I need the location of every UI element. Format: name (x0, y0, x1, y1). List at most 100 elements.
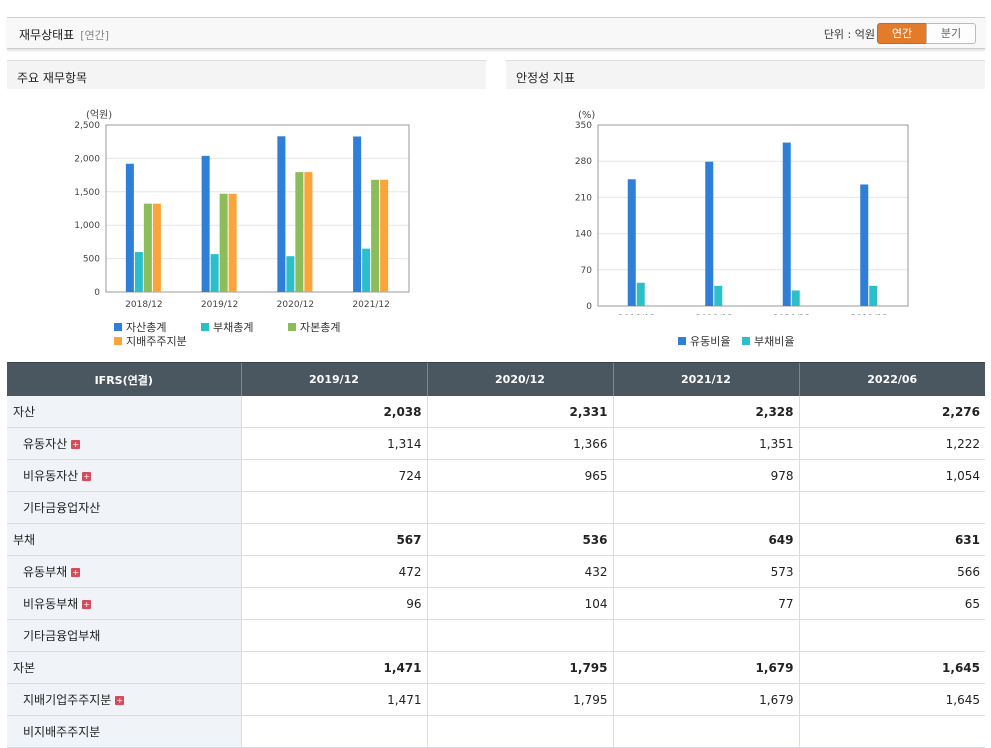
table-cell: 2,276 (798, 396, 985, 428)
section-title: 재무상태표 [연간] (19, 26, 109, 43)
row-label-text: 비유동자산 (23, 469, 79, 483)
table-cell (798, 491, 985, 524)
table-cell: 2,331 (426, 396, 613, 428)
x-tick-label: 2019/12 (201, 300, 238, 310)
table-cell: 1,222 (798, 427, 985, 460)
y-tick-label: 0 (94, 288, 100, 298)
y-axis-label: (억원) (86, 109, 112, 121)
table-cell (798, 715, 985, 748)
table-row: 부채 567 536 649 631 (7, 523, 985, 556)
legend-item[interactable]: 지배주주지분 (114, 333, 187, 349)
table-row: 지배기업주주지분 +1,471 1,795 1,679 1,645 (7, 683, 985, 716)
row-label[interactable]: 유동부채 + (7, 555, 241, 588)
bar (627, 179, 636, 306)
table-row: 기타금융업자산 (7, 491, 985, 524)
plus-icon[interactable]: + (71, 440, 81, 449)
stability-panel-header: 안정성 지표 (506, 60, 985, 89)
row-label-text: 비유동부채 (23, 597, 79, 611)
legend-label: 자본총계 (300, 321, 341, 334)
plus-icon[interactable]: + (82, 472, 92, 481)
table-cell: 104 (426, 587, 613, 620)
row-label[interactable]: 비유동부채 + (7, 587, 241, 620)
legend-item[interactable]: 자본총계 (288, 319, 340, 335)
table-row: 유동자산 +1,314 1,366 1,351 1,222 (7, 427, 985, 460)
table-cell: 1,679 (612, 683, 799, 716)
table-row: 비유동자산 +724 965 978 1,054 (7, 459, 985, 492)
plot-frame (597, 124, 909, 307)
table-cell: 536 (426, 523, 613, 556)
legend-label: 지배주주지분 (126, 335, 187, 348)
legend-label: 부채비율 (754, 335, 795, 348)
row-label[interactable]: 지배기업주주지분 + (7, 683, 241, 716)
bar (705, 161, 714, 306)
y-tick-label: 70 (581, 266, 593, 276)
row-label: 비지배주주지분 (7, 715, 241, 748)
table-cell (426, 715, 613, 748)
table-cell: 77 (612, 587, 799, 620)
legend-label: 유동비율 (690, 335, 731, 348)
table-cell: 1,795 (426, 651, 613, 684)
y-tick-label: 2,000 (74, 154, 100, 164)
y-tick-label: 210 (575, 193, 592, 203)
legend-swatch (288, 323, 296, 331)
table-cell: 2,038 (240, 396, 427, 428)
legend-item[interactable]: 유동비율 (678, 333, 730, 349)
table-cell: 1,645 (798, 651, 985, 684)
plus-icon[interactable]: + (71, 568, 81, 577)
financial-statement-header: 재무상태표 [연간] 단위 : 억원 연간 분기 (7, 17, 985, 49)
y-tick-label: 1,500 (74, 188, 100, 198)
legend-item[interactable]: 부채비율 (742, 333, 794, 349)
x-tick-label: 2020/12 (773, 314, 810, 315)
annual-toggle-button[interactable]: 연간 (877, 23, 927, 44)
y-axis-label: (%) (578, 110, 595, 121)
table-cell: 1,351 (612, 427, 799, 460)
table-header-row: IFRS(연결) 2019/12 2020/12 2021/12 2022/06 (7, 362, 985, 396)
legend-item[interactable]: 자산총계 (114, 319, 166, 335)
table-cell: 2,328 (612, 396, 799, 428)
y-tick-label: 350 (575, 121, 592, 131)
legend-item[interactable]: 부채총계 (201, 319, 253, 335)
column-header: 2019/12 (240, 362, 427, 396)
period-subtitle: [연간] (80, 29, 110, 42)
column-header: IFRS(연결) (7, 362, 241, 396)
table-cell (426, 491, 613, 524)
quarterly-toggle-button[interactable]: 분기 (926, 23, 976, 44)
y-tick-label: 0 (586, 302, 592, 312)
table-row: 유동부채 +472 432 573 566 (7, 555, 985, 588)
table-cell: 978 (612, 459, 799, 492)
table-cell (612, 715, 799, 748)
table-cell (240, 715, 427, 748)
plus-icon[interactable]: + (115, 696, 125, 705)
legend-swatch (742, 337, 750, 345)
table-cell (612, 491, 799, 524)
x-tick-label: 2021/12 (352, 300, 389, 310)
bar (380, 179, 389, 292)
table-cell (612, 619, 799, 652)
bar (782, 142, 791, 306)
plus-icon[interactable]: + (82, 600, 92, 609)
row-label[interactable]: 비유동자산 + (7, 459, 241, 492)
row-label-text: 자본 (13, 661, 36, 675)
legend-swatch (114, 337, 122, 345)
column-header: 2021/12 (612, 362, 799, 396)
table-cell (240, 619, 427, 652)
table-cell: 573 (612, 555, 799, 588)
legend-swatch (678, 337, 686, 345)
table-cell: 1,366 (426, 427, 613, 460)
bar (152, 203, 161, 292)
bar (201, 155, 210, 292)
legend-label: 부채총계 (213, 321, 254, 334)
x-tick-label: 2018/12 (618, 314, 655, 315)
bar (219, 193, 228, 292)
table-row: 비지배주주지분 (7, 715, 985, 748)
x-tick-label: 2019/12 (696, 314, 733, 315)
unit-label: 단위 : 억원 (823, 28, 875, 41)
table-cell: 724 (240, 459, 427, 492)
table-cell: 1,645 (798, 683, 985, 716)
row-label-text: 자산 (13, 405, 36, 419)
row-label-text: 비지배주주지분 (23, 725, 101, 739)
row-label-text: 유동자산 (23, 437, 68, 451)
bar (362, 248, 371, 292)
row-label[interactable]: 유동자산 + (7, 427, 241, 460)
